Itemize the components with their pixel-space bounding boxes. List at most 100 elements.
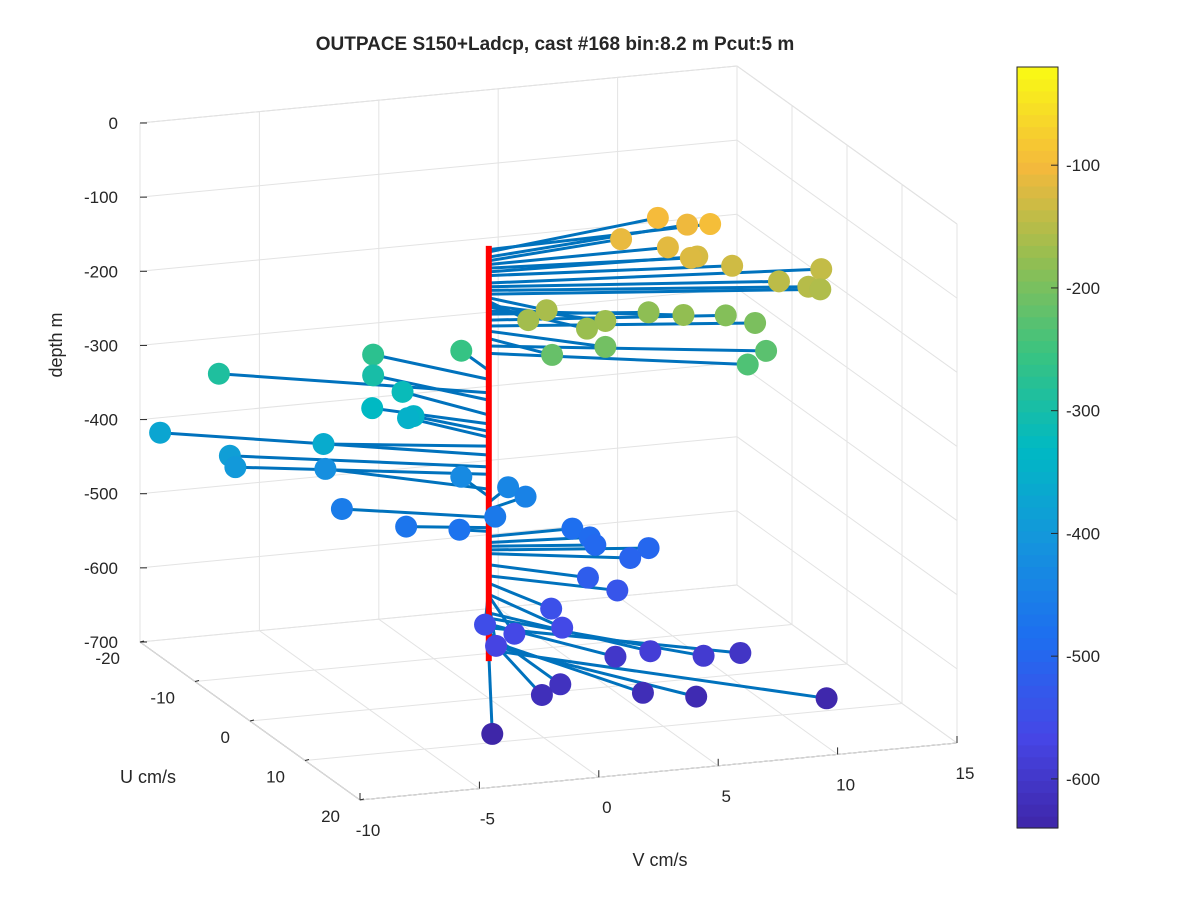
depth-marker	[395, 515, 418, 538]
velocity-stem	[372, 406, 490, 426]
colorbar-segment	[1017, 138, 1058, 151]
depth-marker	[362, 364, 385, 387]
grid-line-u-floor	[304, 703, 903, 761]
grid-line-z-left	[139, 287, 738, 346]
colorbar-segment	[1017, 257, 1058, 270]
colorbar-segment	[1017, 578, 1058, 591]
velocity-stem	[488, 237, 622, 263]
colorbar-segment	[1017, 150, 1058, 163]
x-tick-label: 20	[321, 807, 340, 826]
x-tick-mark	[194, 680, 200, 682]
depth-marker	[576, 566, 599, 589]
depth-marker	[610, 228, 633, 251]
grid-line-v-floor	[497, 607, 719, 767]
x-tick-mark	[304, 759, 310, 761]
colorbar-segment	[1017, 78, 1058, 92]
z-tick-label: -600	[84, 559, 118, 578]
depth-marker	[361, 397, 384, 420]
depth-marker	[474, 613, 497, 636]
colorbar-segment	[1017, 792, 1058, 805]
velocity-stem	[488, 285, 809, 292]
velocity-stem	[402, 390, 490, 417]
colorbar-segment	[1017, 637, 1058, 651]
colorbar-segment	[1017, 447, 1058, 460]
colorbar-tick-label: -400	[1066, 524, 1100, 543]
depth-marker	[679, 246, 702, 269]
depth-marker	[656, 236, 679, 259]
colorbar-tick-label: -200	[1066, 279, 1100, 298]
colorbar-segment	[1017, 102, 1058, 116]
colorbar-segment	[1017, 245, 1058, 258]
colorbar-segment	[1017, 197, 1058, 211]
colorbar-segment	[1017, 90, 1058, 104]
depth-marker	[604, 645, 627, 668]
colorbar-segment	[1017, 316, 1058, 330]
colorbar-segment	[1017, 530, 1058, 544]
colorbar-segment	[1017, 423, 1058, 437]
tick-labels: 0-100-200-300-400-500-600-700-20-1001020…	[84, 114, 974, 840]
grid-line-v-floor	[617, 595, 838, 755]
colorbar-frame	[1016, 66, 1059, 829]
velocity-stem	[406, 525, 489, 530]
colorbar-segment	[1017, 388, 1058, 401]
colorbar-segment	[1017, 67, 1058, 80]
colorbar-segment	[1017, 804, 1058, 817]
x-tick-mark	[139, 640, 145, 643]
y-tick-label: 15	[956, 764, 975, 783]
velocity-stem	[488, 543, 596, 548]
colorbar-segment	[1017, 281, 1058, 294]
colorbar-segment	[1017, 816, 1058, 829]
grid-line-z-left	[139, 139, 738, 198]
grid-line-z-left	[139, 510, 738, 569]
depth-marker	[484, 505, 507, 528]
depth-marker	[514, 485, 537, 508]
z-tick-label: -400	[84, 411, 118, 430]
depth-marker	[646, 206, 669, 229]
colorbar-tick-label: -300	[1066, 402, 1100, 421]
colorbar-segment	[1017, 304, 1058, 318]
velocity-stem	[488, 574, 618, 592]
depth-marker	[809, 278, 832, 301]
depth-marker	[330, 497, 353, 520]
depth-marker	[639, 640, 662, 663]
velocity-stem	[488, 279, 780, 289]
colorbar-segment	[1017, 780, 1058, 793]
depth-marker	[767, 270, 790, 293]
grid-line-z-left	[139, 213, 738, 272]
velocity-stem	[488, 552, 631, 560]
colorbar-segment	[1017, 162, 1058, 175]
colorbar-segment	[1017, 673, 1058, 686]
grid-line-v-floor	[736, 584, 958, 744]
z-tick-label: -700	[84, 633, 118, 652]
colorbar-segment	[1017, 697, 1058, 710]
depth-marker	[540, 597, 563, 620]
colorbar-segment	[1017, 221, 1058, 235]
velocity-stem	[488, 593, 563, 630]
depth-marker	[576, 317, 598, 340]
velocity-stem	[488, 563, 589, 580]
grid-line-v-floor	[378, 618, 600, 778]
colorbar-segment	[1017, 661, 1058, 675]
z-tick-label: -500	[84, 485, 118, 504]
velocity-stem	[488, 546, 649, 552]
velocity-stem	[488, 616, 704, 658]
depth-marker	[637, 301, 660, 324]
y-tick-label: -5	[480, 810, 495, 829]
depth-marker	[729, 641, 752, 664]
colorbar-segment	[1017, 483, 1058, 496]
z-axis-label: depth m	[46, 312, 66, 377]
colorbar-segment	[1017, 126, 1058, 139]
colorbar-segment	[1017, 376, 1058, 389]
depth-marker	[815, 687, 838, 710]
depth-marker	[810, 258, 833, 281]
depth-marker	[397, 407, 420, 430]
depth-marker	[619, 547, 642, 570]
y-tick-label: 5	[721, 787, 730, 806]
y-tick-label: 10	[836, 775, 855, 794]
colorbar-segment	[1017, 292, 1058, 306]
x-tick-mark	[359, 798, 365, 801]
colorbar-segment	[1017, 649, 1058, 663]
colorbar-segment	[1017, 744, 1058, 758]
depth-marker	[685, 685, 708, 708]
velocity-stem	[488, 216, 659, 254]
